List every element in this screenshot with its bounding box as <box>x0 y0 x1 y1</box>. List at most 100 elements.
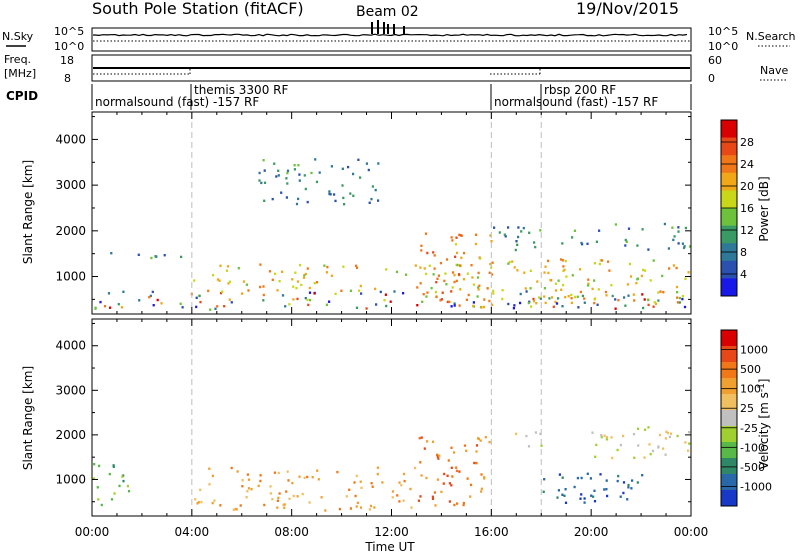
heatmap-cell <box>316 469 319 472</box>
heatmap-cell <box>640 274 643 278</box>
heatmap-cell <box>467 293 470 297</box>
heatmap-cell <box>417 499 420 502</box>
heatmap-cell <box>428 264 431 267</box>
heatmap-cell <box>479 257 482 260</box>
heatmap-cell <box>489 262 492 266</box>
heatmap-cell <box>672 264 675 267</box>
heatmap-cell <box>137 253 140 256</box>
heatmap-cell <box>334 199 337 203</box>
heatmap-cell <box>426 251 429 255</box>
heatmap-cell <box>308 501 311 504</box>
heatmap-cell <box>579 268 582 271</box>
heatmap-cell <box>446 300 449 304</box>
heatmap-cell <box>276 499 279 502</box>
heatmap-cell <box>276 289 279 292</box>
heatmap-cell <box>611 456 614 460</box>
heatmap-cell <box>453 273 456 277</box>
heatmap-cell <box>535 302 538 305</box>
heatmap-cell <box>623 296 626 299</box>
x-tick-label: 04:00 <box>175 525 210 539</box>
heatmap-cell <box>99 300 102 304</box>
heatmap-cell <box>486 287 489 290</box>
heatmap-cell <box>296 280 300 283</box>
x-tick-label: 16:00 <box>474 525 509 539</box>
y-tick-label: 2000 <box>55 224 86 238</box>
heatmap-cell <box>445 283 448 286</box>
heatmap-cell <box>488 299 491 303</box>
heatmap-cell <box>211 474 214 478</box>
heatmap-cell <box>419 266 422 269</box>
heatmap-cell <box>534 431 537 434</box>
heatmap-cell <box>533 241 536 244</box>
heatmap-cell <box>150 256 153 260</box>
heatmap-cell <box>614 298 617 301</box>
time-axis-label: Time UT <box>364 540 415 554</box>
heatmap-cell <box>263 199 266 202</box>
heatmap-cell <box>491 273 494 276</box>
heatmap-cell <box>603 434 606 437</box>
heatmap-cell <box>451 475 454 478</box>
heatmap-cell <box>458 233 461 237</box>
heatmap-cell <box>622 481 626 484</box>
colorbar-tick-label: 500 <box>740 363 761 376</box>
heatmap-cell <box>371 185 374 188</box>
heatmap-cell <box>652 259 655 262</box>
heatmap-cell <box>446 474 449 477</box>
heatmap-cell <box>561 259 565 262</box>
velocity-scatter <box>92 426 691 512</box>
heatmap-cell <box>420 244 423 247</box>
heatmap-cell <box>611 294 614 298</box>
heatmap-cell <box>304 187 307 191</box>
heatmap-cell <box>317 478 320 481</box>
colorbar-swatch <box>721 120 737 138</box>
colorbar-tick-label: -25 <box>740 422 758 435</box>
heatmap-cell <box>360 292 363 295</box>
heatmap-cell <box>664 437 667 440</box>
heatmap-cell <box>571 236 574 239</box>
y-tick-label: 4000 <box>55 339 86 353</box>
heatmap-cell <box>547 271 550 275</box>
heatmap-cell <box>460 234 463 237</box>
heatmap-cell <box>627 486 630 489</box>
heatmap-cell <box>563 494 566 497</box>
heatmap-cell <box>431 497 435 500</box>
heatmap-cell <box>304 297 307 300</box>
heatmap-cell <box>455 466 458 469</box>
heatmap-cell <box>616 448 619 452</box>
heatmap-cell <box>473 461 476 465</box>
heatmap-cell <box>456 502 459 505</box>
heatmap-cell <box>151 290 154 294</box>
heatmap-cell <box>455 251 459 255</box>
heatmap-cell <box>477 271 480 275</box>
heatmap-cell <box>647 298 650 302</box>
heatmap-cell <box>421 300 424 303</box>
heatmap-cell <box>296 495 299 498</box>
heatmap-cell <box>632 293 635 296</box>
heatmap-cell <box>437 274 440 277</box>
heatmap-cell <box>441 291 444 294</box>
heatmap-cell <box>589 477 592 480</box>
heatmap-cell <box>425 272 428 276</box>
heatmap-cell <box>248 478 251 481</box>
power-time-guides <box>191 112 542 314</box>
heatmap-cell <box>684 226 687 230</box>
freq-panel: Freq. [MHz] 18 8 60 0 Nave <box>4 53 788 85</box>
heatmap-cell <box>214 307 217 310</box>
heatmap-cell <box>511 260 514 263</box>
heatmap-cell <box>532 297 535 301</box>
heatmap-cell <box>666 431 669 435</box>
heatmap-cell <box>303 476 306 479</box>
heatmap-cell <box>307 303 310 307</box>
heatmap-cell <box>323 264 326 267</box>
heatmap-cell <box>647 426 650 429</box>
heatmap-cell <box>605 436 608 439</box>
heatmap-cell <box>212 274 215 277</box>
nsky-tick-bottom: 10^0 <box>54 40 84 53</box>
nsky-panel: N.Sky 10^5 10^0 10^5 10^0 N.Search <box>2 20 796 53</box>
heatmap-cell <box>313 282 316 285</box>
colorbar-swatch <box>721 394 737 411</box>
heatmap-cell <box>561 476 564 479</box>
heatmap-cell <box>469 483 473 487</box>
heatmap-cell <box>583 301 586 304</box>
heatmap-cell <box>434 290 437 294</box>
